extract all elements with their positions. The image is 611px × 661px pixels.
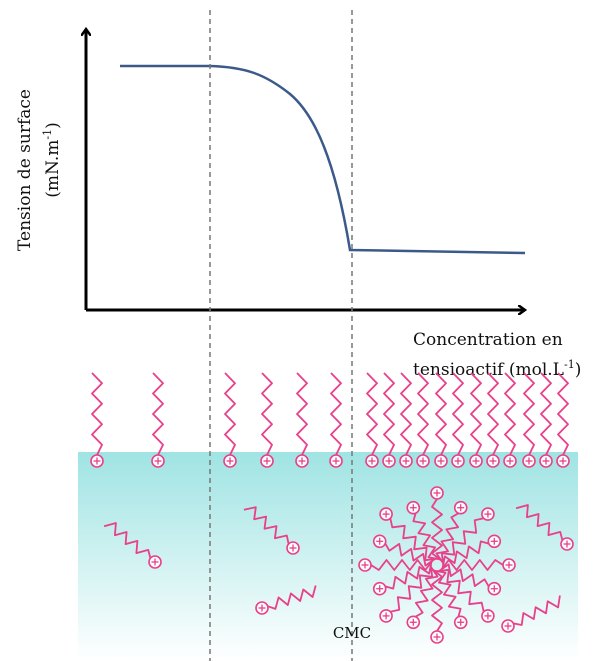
tail [470, 372, 482, 456]
tail [267, 585, 317, 610]
water [78, 452, 578, 661]
tail [384, 543, 436, 567]
tail [440, 517, 484, 566]
tail [540, 372, 552, 456]
tail [487, 372, 499, 456]
tail [390, 564, 434, 613]
text: ) [43, 122, 63, 129]
tail [389, 518, 438, 562]
tail [370, 559, 434, 571]
tail [417, 372, 429, 456]
tail [431, 498, 443, 562]
tail [261, 372, 273, 456]
tail [91, 372, 103, 456]
tail [224, 372, 236, 456]
tail [152, 372, 164, 456]
curve [120, 64, 526, 255]
tail [452, 372, 464, 456]
tail [431, 568, 443, 632]
y-axis-label: Tension de surface [15, 89, 35, 251]
tail [433, 569, 462, 617]
tail [440, 559, 504, 571]
x-axis-unit: tensioactif (mol.L-1) [413, 358, 581, 380]
text: tensioactif (mol.L [413, 360, 564, 380]
tail [383, 372, 395, 456]
tail [504, 372, 516, 456]
tail [523, 372, 535, 456]
tail [438, 563, 490, 587]
y-axis-unit: (mN.m-1) [41, 122, 63, 197]
tail [414, 566, 439, 618]
tail [412, 513, 441, 561]
superscript: -1 [564, 358, 575, 371]
text: (mN.m [43, 140, 63, 198]
tail [557, 372, 569, 456]
tail [296, 372, 308, 456]
tail [435, 512, 460, 564]
tail [385, 561, 433, 590]
tail [435, 372, 447, 456]
tail [400, 372, 412, 456]
tail [436, 568, 485, 612]
surfactants [90, 372, 574, 644]
tail [441, 540, 489, 569]
tail [513, 595, 561, 626]
superscript: -1 [41, 129, 54, 140]
cmc-label: CMC [333, 624, 371, 642]
tail [103, 522, 152, 559]
tail [515, 504, 564, 541]
x-axis-label: Concentration en [413, 330, 563, 350]
text: ) [575, 360, 582, 380]
tail [330, 372, 342, 456]
tail [243, 506, 290, 545]
tail [366, 372, 378, 456]
